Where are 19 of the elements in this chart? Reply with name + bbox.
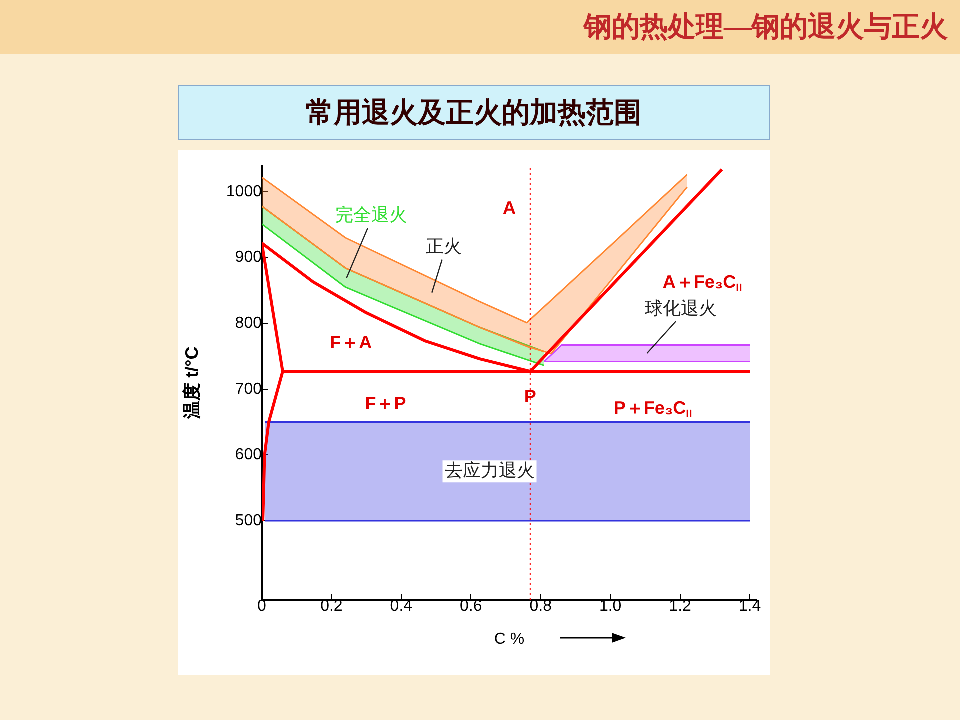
y-tick-label: 700	[235, 380, 262, 398]
series-label: 完全退火	[336, 205, 408, 226]
series-label: 正火	[426, 236, 462, 257]
y-tick-label: 800	[235, 314, 262, 332]
y-tick-label: 600	[235, 446, 262, 464]
annotation: A	[503, 198, 516, 218]
annotation: P	[524, 386, 536, 407]
series-label: 去应力退火	[444, 460, 535, 481]
series-label: 球化退火	[645, 298, 718, 318]
y-tick-label: 1000	[226, 183, 262, 200]
y-axis-title: 温度 t/°C	[182, 346, 202, 420]
y-tick-label: 500	[235, 512, 262, 530]
y-tick-label: 900	[235, 249, 262, 266]
annotation: F＋P	[365, 393, 406, 414]
x-tick-label: 1.4	[738, 598, 762, 616]
chart-title: 常用退火及正火的加热范围	[178, 85, 770, 140]
x-axis-title: C %	[494, 630, 525, 648]
chart-subtitle: 钢的热处理—钢的退火与正火	[584, 11, 948, 45]
annotation: F＋A	[330, 332, 372, 353]
